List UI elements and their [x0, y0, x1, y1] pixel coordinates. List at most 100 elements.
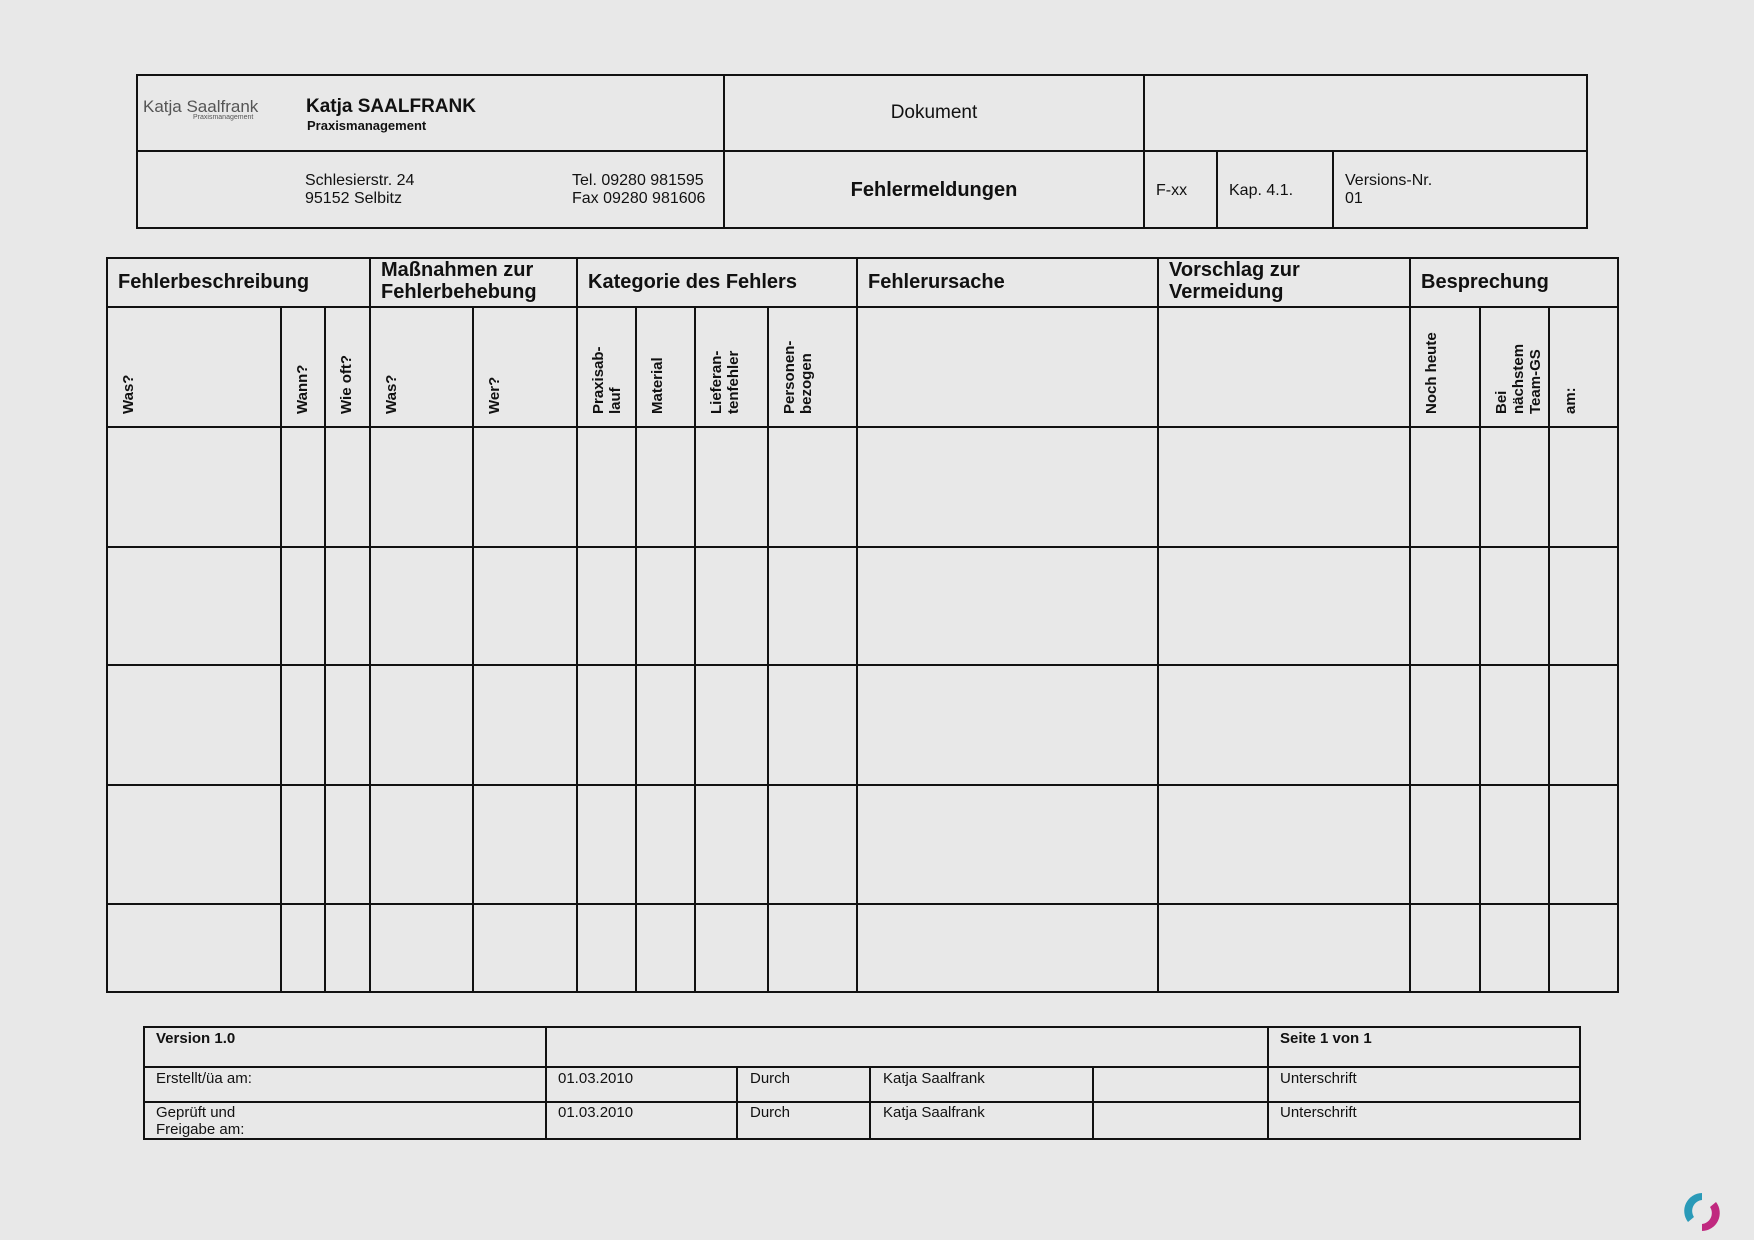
- table-rule: [576, 257, 578, 992]
- table-cell[interactable]: [1550, 428, 1617, 546]
- footer-version: Version 1.0: [156, 1030, 236, 1047]
- table-cell[interactable]: [858, 786, 1157, 903]
- table-cell[interactable]: [578, 786, 635, 903]
- table-rule: [1479, 306, 1481, 992]
- table-cell[interactable]: [1550, 786, 1617, 903]
- table-cell[interactable]: [637, 548, 694, 664]
- table-cell[interactable]: [769, 905, 856, 991]
- table-cell[interactable]: [637, 905, 694, 991]
- phone: Tel. 09280 981595: [572, 172, 704, 189]
- table-cell[interactable]: [108, 548, 280, 664]
- table-cell[interactable]: [769, 428, 856, 546]
- table-cell[interactable]: [1159, 548, 1409, 664]
- table-cell[interactable]: [578, 428, 635, 546]
- table-cell[interactable]: [696, 786, 767, 903]
- table-cell[interactable]: [1411, 428, 1479, 546]
- chapter: Kap. 4.1.: [1229, 182, 1294, 199]
- table-cell[interactable]: [1159, 786, 1409, 903]
- table-cell[interactable]: [371, 666, 472, 784]
- table-cell[interactable]: [108, 428, 280, 546]
- table-cell[interactable]: [696, 428, 767, 546]
- table-cell[interactable]: [637, 428, 694, 546]
- table-cell[interactable]: [474, 548, 576, 664]
- table-cell[interactable]: [326, 428, 369, 546]
- table-cell[interactable]: [1481, 548, 1548, 664]
- table-cell[interactable]: [474, 905, 576, 991]
- table-cell[interactable]: [1481, 428, 1548, 546]
- table-cell[interactable]: [474, 666, 576, 784]
- table-cell[interactable]: [769, 666, 856, 784]
- table-cell[interactable]: [1481, 786, 1548, 903]
- table-cell[interactable]: [858, 666, 1157, 784]
- table-cell[interactable]: [1159, 428, 1409, 546]
- table-cell[interactable]: [326, 905, 369, 991]
- table-cell[interactable]: [1481, 905, 1548, 991]
- table-cell[interactable]: [108, 666, 280, 784]
- subcolumn-header: Wann?: [294, 364, 311, 414]
- group-vorschlag: Vorschlag zur Vermeidung: [1169, 259, 1300, 303]
- table-cell[interactable]: [282, 786, 324, 903]
- table-cell[interactable]: [474, 786, 576, 903]
- table-cell[interactable]: [371, 548, 472, 664]
- table-cell[interactable]: [282, 905, 324, 991]
- subcolumn-header: Wer?: [486, 376, 503, 414]
- table-cell[interactable]: [282, 548, 324, 664]
- table-cell[interactable]: [1550, 905, 1617, 991]
- table-cell[interactable]: [637, 666, 694, 784]
- table-cell[interactable]: [1411, 548, 1479, 664]
- table-cell[interactable]: [371, 428, 472, 546]
- table-cell[interactable]: [858, 428, 1157, 546]
- table-cell[interactable]: [371, 786, 472, 903]
- table-cell[interactable]: [108, 905, 280, 991]
- table-cell[interactable]: [578, 905, 635, 991]
- approved-label: Geprüft und Freigabe am:: [156, 1104, 245, 1138]
- table-cell[interactable]: [1159, 905, 1409, 991]
- table-cell[interactable]: [858, 548, 1157, 664]
- table-rule: [106, 664, 1619, 666]
- table-rule: [1409, 257, 1411, 992]
- table-cell[interactable]: [326, 548, 369, 664]
- table-rule: [1157, 257, 1159, 992]
- table-cell[interactable]: [326, 666, 369, 784]
- table-rule: [106, 426, 1619, 428]
- table-cell[interactable]: [1481, 666, 1548, 784]
- subcolumn-header: Praxisab-lauf: [590, 346, 624, 414]
- group-besprechung: Besprechung: [1421, 271, 1549, 293]
- table-cell[interactable]: [1411, 666, 1479, 784]
- company-name: Katja SAALFRANK: [306, 96, 476, 117]
- document-label: Dokument: [890, 102, 978, 123]
- city: 95152 Selbitz: [305, 190, 402, 207]
- table-rule: [106, 257, 1619, 259]
- table-cell[interactable]: [637, 786, 694, 903]
- table-cell[interactable]: [371, 905, 472, 991]
- table-cell[interactable]: [696, 905, 767, 991]
- table-cell[interactable]: [282, 666, 324, 784]
- table-cell[interactable]: [1550, 548, 1617, 664]
- table-cell[interactable]: [108, 786, 280, 903]
- table-cell[interactable]: [474, 428, 576, 546]
- table-cell[interactable]: [769, 548, 856, 664]
- table-rule: [369, 257, 371, 992]
- table-cell[interactable]: [326, 786, 369, 903]
- table-cell[interactable]: [769, 786, 856, 903]
- table-cell[interactable]: [282, 428, 324, 546]
- table-cell[interactable]: [578, 548, 635, 664]
- table-cell[interactable]: [858, 905, 1157, 991]
- table-rule: [106, 257, 108, 992]
- table-cell[interactable]: [696, 548, 767, 664]
- footer-page: Seite 1 von 1: [1280, 1030, 1372, 1047]
- table-cell[interactable]: [1411, 905, 1479, 991]
- subcolumn-header: Personen-bezogen: [781, 340, 815, 414]
- table-cell[interactable]: [578, 666, 635, 784]
- table-cell[interactable]: [696, 666, 767, 784]
- table-rule: [694, 306, 696, 992]
- created-date: 01.03.2010: [558, 1070, 634, 1087]
- table-cell[interactable]: [1411, 786, 1479, 903]
- table-cell[interactable]: [1159, 666, 1409, 784]
- subcolumn-header: Noch heute: [1423, 332, 1440, 414]
- created-signature: Unterschrift: [1280, 1070, 1357, 1087]
- company-logo: Katja Saalfrank Praxismanagement: [143, 97, 259, 121]
- table-rule: [324, 306, 326, 992]
- table-cell[interactable]: [1550, 666, 1617, 784]
- subcolumn-header: Material: [649, 357, 666, 414]
